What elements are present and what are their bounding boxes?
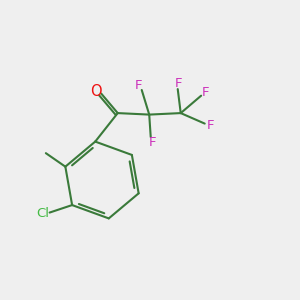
Text: O: O (91, 84, 102, 99)
Text: F: F (134, 79, 142, 92)
Text: Cl: Cl (37, 207, 50, 220)
Text: F: F (175, 77, 182, 90)
Text: F: F (148, 136, 156, 149)
Text: F: F (206, 118, 214, 132)
Text: F: F (202, 86, 210, 99)
